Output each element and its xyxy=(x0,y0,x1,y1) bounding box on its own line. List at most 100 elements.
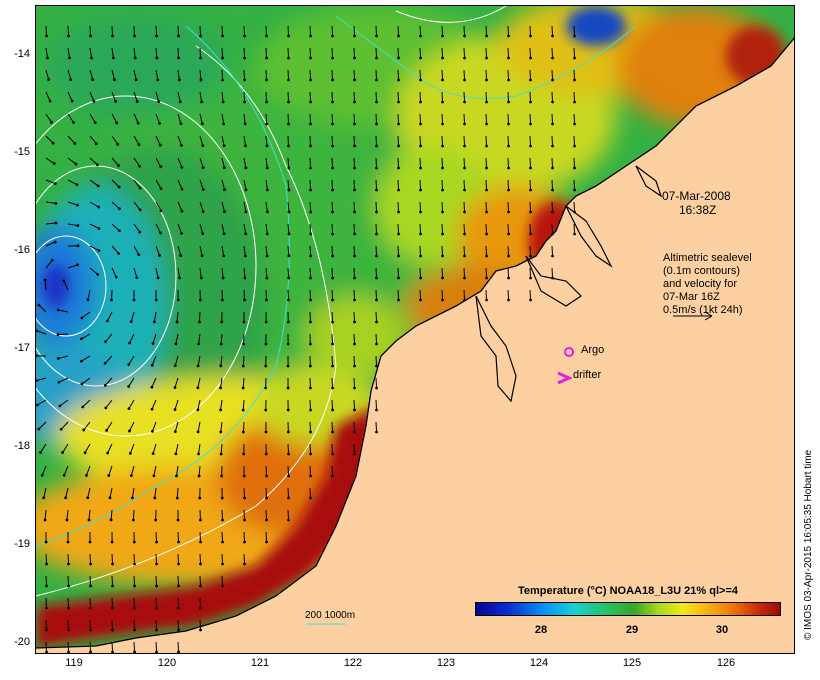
velocity-arrow xyxy=(177,553,180,565)
velocity-arrow-head xyxy=(286,430,290,434)
velocity-arrow-head xyxy=(200,100,204,104)
velocity-arrow xyxy=(309,267,312,279)
velocity-arrow xyxy=(105,333,113,343)
velocity-arrow-head xyxy=(154,298,158,302)
velocity-arrow xyxy=(155,267,159,278)
velocity-arrow-head xyxy=(243,298,246,302)
velocity-arrow xyxy=(67,223,78,227)
velocity-arrow-head xyxy=(529,232,532,236)
velocity-arrow-head xyxy=(353,56,356,60)
velocity-arrow xyxy=(81,377,91,385)
velocity-arrow xyxy=(551,47,554,59)
velocity-arrow xyxy=(177,113,182,124)
y-tick-label: -14 xyxy=(14,48,30,60)
velocity-arrow-head xyxy=(331,100,334,104)
velocity-arrow xyxy=(63,465,69,476)
velocity-arrow xyxy=(177,91,181,102)
velocity-arrow-head xyxy=(198,320,201,324)
velocity-arrow-head xyxy=(73,141,77,145)
velocity-arrow xyxy=(573,47,576,59)
velocity-arrow xyxy=(529,113,532,125)
velocity-arrow-head xyxy=(62,279,66,283)
velocity-arrow xyxy=(265,201,268,212)
velocity-arrow xyxy=(243,47,246,59)
velocity-arrow-head xyxy=(375,430,378,434)
velocity-arrow-head xyxy=(221,540,224,544)
velocity-arrow-head xyxy=(375,210,378,214)
velocity-arrow-head xyxy=(133,562,136,566)
velocity-arrow xyxy=(44,279,47,291)
velocity-arrow xyxy=(463,179,466,191)
velocity-arrow xyxy=(221,157,225,168)
velocity-arrow-head xyxy=(265,232,269,236)
velocity-arrow xyxy=(221,509,224,521)
velocity-arrow-head xyxy=(223,210,226,214)
y-tick-label: -20 xyxy=(14,636,30,648)
velocity-arrow xyxy=(199,179,204,190)
velocity-arrow xyxy=(375,113,378,125)
velocity-arrow xyxy=(375,91,378,103)
velocity-arrow-head xyxy=(485,144,488,148)
velocity-arrow-head xyxy=(507,78,510,82)
velocity-arrow xyxy=(309,69,312,81)
velocity-arrow xyxy=(485,201,488,213)
velocity-arrow-head xyxy=(331,320,334,324)
velocity-arrow xyxy=(375,245,378,257)
velocity-arrow-head xyxy=(242,320,246,324)
velocity-arrow xyxy=(155,619,158,631)
velocity-arrow-head xyxy=(551,254,554,258)
velocity-arrow xyxy=(177,641,180,653)
velocity-arrow-head xyxy=(463,100,466,104)
velocity-arrow-head xyxy=(287,188,291,192)
velocity-arrow-head xyxy=(353,298,356,302)
velocity-arrow-head xyxy=(353,122,356,126)
velocity-arrow-head xyxy=(223,166,226,170)
velocity-arrow xyxy=(155,113,160,124)
velocity-arrow xyxy=(177,47,180,59)
velocity-arrow xyxy=(441,135,444,147)
velocity-arrow-head xyxy=(331,188,334,192)
x-tick-label: 119 xyxy=(65,657,83,669)
velocity-arrow-head xyxy=(200,122,204,126)
velocity-arrow-head xyxy=(266,210,269,214)
velocity-arrow xyxy=(197,421,201,432)
velocity-arrow xyxy=(41,465,47,476)
velocity-arrow-head xyxy=(45,34,48,38)
velocity-arrow xyxy=(89,553,92,565)
velocity-arrow xyxy=(485,69,488,81)
velocity-arrow xyxy=(111,597,114,609)
velocity-arrow-head xyxy=(529,254,532,258)
velocity-arrow xyxy=(243,157,247,168)
velocity-arrow xyxy=(397,135,400,147)
velocity-arrow xyxy=(353,25,356,37)
velocity-arrow-head xyxy=(264,452,268,456)
velocity-arrow-head xyxy=(36,403,39,407)
velocity-arrow-head xyxy=(128,341,131,345)
velocity-arrow-head xyxy=(551,232,554,236)
velocity-arrow xyxy=(67,91,73,102)
velocity-arrow-head xyxy=(375,232,378,236)
velocity-arrow xyxy=(353,157,356,169)
velocity-arrow xyxy=(220,355,223,366)
velocity-arrow-head xyxy=(331,144,334,148)
velocity-arrow-head xyxy=(265,496,268,500)
velocity-arrow-head xyxy=(375,122,378,126)
altimetry-note-line: Altimetric sealevel xyxy=(663,252,752,264)
velocity-arrow xyxy=(441,267,444,279)
velocity-arrow-head xyxy=(196,430,200,434)
velocity-arrow-head xyxy=(287,78,290,82)
velocity-arrow xyxy=(507,201,510,213)
velocity-arrow xyxy=(507,179,510,191)
velocity-arrow-head xyxy=(308,364,312,368)
velocity-arrow xyxy=(419,135,422,147)
velocity-arrow-head xyxy=(36,354,38,358)
sealevel-contours xyxy=(36,6,507,597)
velocity-arrow-head xyxy=(507,122,510,126)
velocity-arrow-head xyxy=(265,276,269,280)
velocity-arrow xyxy=(287,157,290,169)
velocity-arrow-head xyxy=(69,78,73,82)
colorbar-tick-label: 29 xyxy=(625,624,639,636)
velocity-arrow-head xyxy=(108,496,112,500)
velocity-arrow-head xyxy=(53,182,57,186)
velocity-arrow xyxy=(507,113,510,125)
